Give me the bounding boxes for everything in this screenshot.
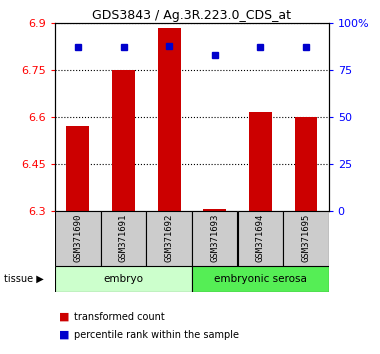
Bar — [192, 266, 329, 292]
Bar — [238, 211, 283, 266]
Title: GDS3843 / Ag.3R.223.0_CDS_at: GDS3843 / Ag.3R.223.0_CDS_at — [92, 9, 291, 22]
Bar — [101, 211, 146, 266]
Text: embryo: embryo — [103, 274, 144, 284]
Text: GSM371695: GSM371695 — [301, 214, 310, 262]
Text: GSM371693: GSM371693 — [210, 214, 219, 262]
Bar — [203, 209, 226, 211]
Text: ■: ■ — [59, 312, 70, 322]
Text: embryonic serosa: embryonic serosa — [214, 274, 307, 284]
Bar — [294, 117, 317, 211]
Bar — [249, 112, 272, 211]
Text: percentile rank within the sample: percentile rank within the sample — [74, 330, 239, 339]
Bar — [55, 211, 101, 266]
Bar — [66, 126, 89, 211]
Bar — [192, 211, 238, 266]
Text: transformed count: transformed count — [74, 312, 165, 322]
Text: GSM371694: GSM371694 — [256, 214, 265, 262]
Text: GSM371690: GSM371690 — [73, 214, 82, 262]
Text: ■: ■ — [59, 330, 70, 339]
Bar — [112, 70, 135, 211]
Text: GSM371691: GSM371691 — [119, 214, 128, 262]
Bar — [158, 28, 180, 211]
Text: tissue ▶: tissue ▶ — [4, 274, 44, 284]
Bar — [146, 211, 192, 266]
Text: GSM371692: GSM371692 — [165, 214, 174, 262]
Bar — [283, 211, 329, 266]
Bar — [55, 266, 192, 292]
